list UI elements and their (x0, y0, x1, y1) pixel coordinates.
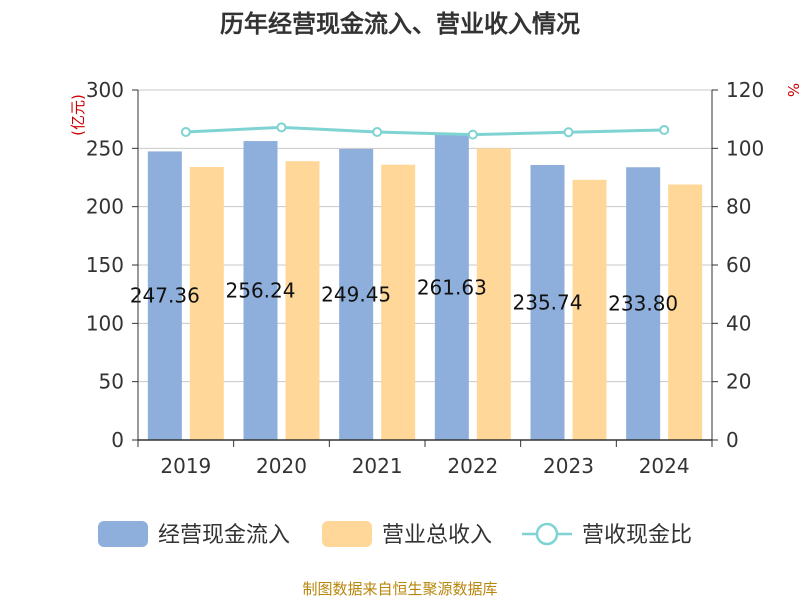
legend-swatch (322, 521, 372, 547)
ratio-line (180, 122, 670, 140)
revenue-bar (572, 179, 607, 441)
right-tick-label: 100 (726, 136, 764, 160)
left-tick-label: 0 (111, 428, 124, 452)
cash-inflow-bar (434, 134, 469, 440)
bars (147, 134, 703, 441)
revenue-bar (476, 148, 511, 441)
legend-swatch (98, 521, 148, 547)
data-label: 235.74 (513, 290, 583, 314)
data-label: 233.80 (608, 292, 678, 316)
cash-inflow-bar (530, 164, 565, 440)
left-tick-label: 150 (86, 253, 124, 277)
legend-label: 营业总收入 (382, 523, 492, 548)
ratio-point (467, 129, 478, 140)
right-tick-label: 80 (726, 195, 751, 219)
x-tick-label: 2021 (352, 454, 403, 478)
cash-inflow-bar (243, 141, 278, 440)
ratio-point (180, 127, 191, 137)
left-tick-label: 250 (86, 136, 124, 160)
data-labels: 247.36 256.24 249.45 261.63 235.74 233.80 (130, 275, 678, 315)
cash-inflow-bar (626, 167, 661, 440)
chart-title: 历年经营现金流入、营业收入情况 (220, 10, 580, 38)
ratio-point (276, 122, 287, 133)
right-tick-label: 0 (726, 428, 739, 452)
x-tick-label: 2019 (160, 454, 211, 478)
left-tick-label: 200 (86, 195, 124, 219)
revenue-bar (189, 167, 224, 440)
left-tick-label: 300 (86, 78, 124, 102)
left-tick-label: 100 (86, 311, 124, 335)
data-label: 261.63 (417, 275, 487, 299)
x-tick-label: 2024 (639, 454, 690, 478)
revenue-bar (285, 161, 320, 440)
legend-label: 营收现金比 (582, 523, 692, 548)
x-tick-label: 2020 (256, 454, 307, 478)
cash-inflow-bar (339, 148, 374, 440)
legend-label: 经营现金流入 (158, 523, 290, 548)
legend-swatch-marker (535, 522, 559, 546)
revenue-bar (381, 164, 416, 440)
source-note: 制图数据来自恒生聚源数据库 (302, 580, 497, 598)
right-axis-unit: % (784, 83, 800, 97)
ratio-point (372, 127, 383, 137)
x-tick-label: 2022 (447, 454, 498, 478)
left-axis-unit: (亿元) (69, 94, 87, 136)
legend: 经营现金流入 营业总收入 营收现金比 (98, 521, 692, 548)
right-tick-label: 120 (726, 78, 764, 102)
revenue-bar (668, 184, 703, 440)
left-tick-label: 50 (99, 370, 124, 394)
right-tick-label: 20 (726, 370, 751, 394)
cash-inflow-bar (147, 151, 182, 440)
right-tick-label: 60 (726, 253, 751, 277)
ratio-point (563, 127, 574, 138)
data-label: 247.36 (130, 284, 200, 308)
ratio-line-path (185, 125, 665, 137)
data-label: 256.24 (226, 279, 296, 303)
data-label: 249.45 (321, 282, 391, 306)
gridlines (138, 89, 712, 441)
axes: 0 50 100 150 200 250 300 0 20 40 60 80 100 120 2019 202… (86, 78, 764, 478)
x-tick-label: 2023 (543, 454, 594, 478)
ratio-point (659, 124, 670, 135)
right-tick-label: 40 (726, 311, 751, 335)
